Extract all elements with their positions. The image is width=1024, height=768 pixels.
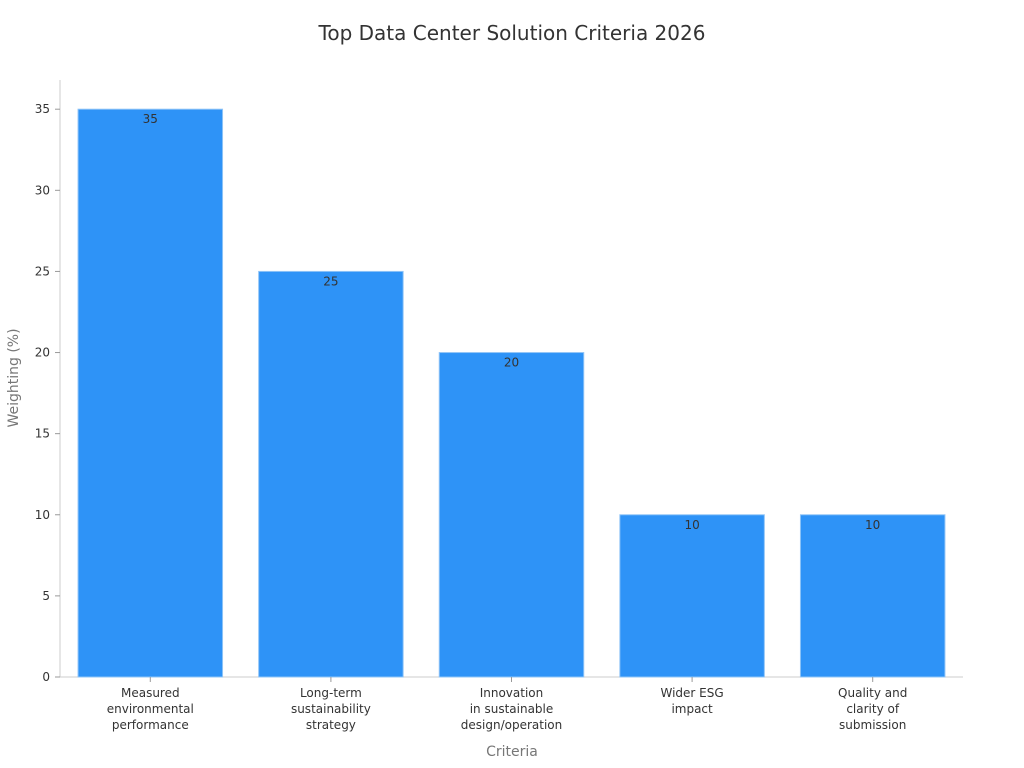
value-label: 25 <box>323 274 338 288</box>
x-tick-label: Quality and clarity of submission <box>838 686 907 732</box>
value-label: 20 <box>504 356 519 370</box>
y-tick-label: 30 <box>35 183 50 197</box>
x-tick-label: Innovation in sustainable design/operation <box>461 686 562 732</box>
y-tick-label: 10 <box>35 508 50 522</box>
x-tick-label: Measured environmental performance <box>107 686 194 732</box>
bar <box>619 514 765 678</box>
y-tick-label: 5 <box>42 589 50 603</box>
bar <box>258 270 404 678</box>
bar <box>77 108 224 678</box>
value-label: 35 <box>143 112 158 126</box>
bar <box>799 514 946 678</box>
x-tick-label: Wider ESG impact <box>661 686 724 716</box>
x-axis-label: Criteria <box>486 744 538 760</box>
y-axis-label: Weighting (%) <box>6 328 22 427</box>
y-tick-label: 0 <box>42 670 50 684</box>
y-tick-label: 15 <box>35 427 50 441</box>
value-label: 10 <box>865 518 880 532</box>
chart-title: Top Data Center Solution Criteria 2026 <box>318 21 706 45</box>
y-tick-label: 25 <box>35 264 50 278</box>
bar <box>438 352 585 678</box>
y-tick-label: 35 <box>35 102 50 116</box>
value-label: 10 <box>684 518 699 532</box>
y-tick-label: 20 <box>35 346 50 360</box>
x-tick-label: Long-term sustainability strategy <box>291 686 371 732</box>
